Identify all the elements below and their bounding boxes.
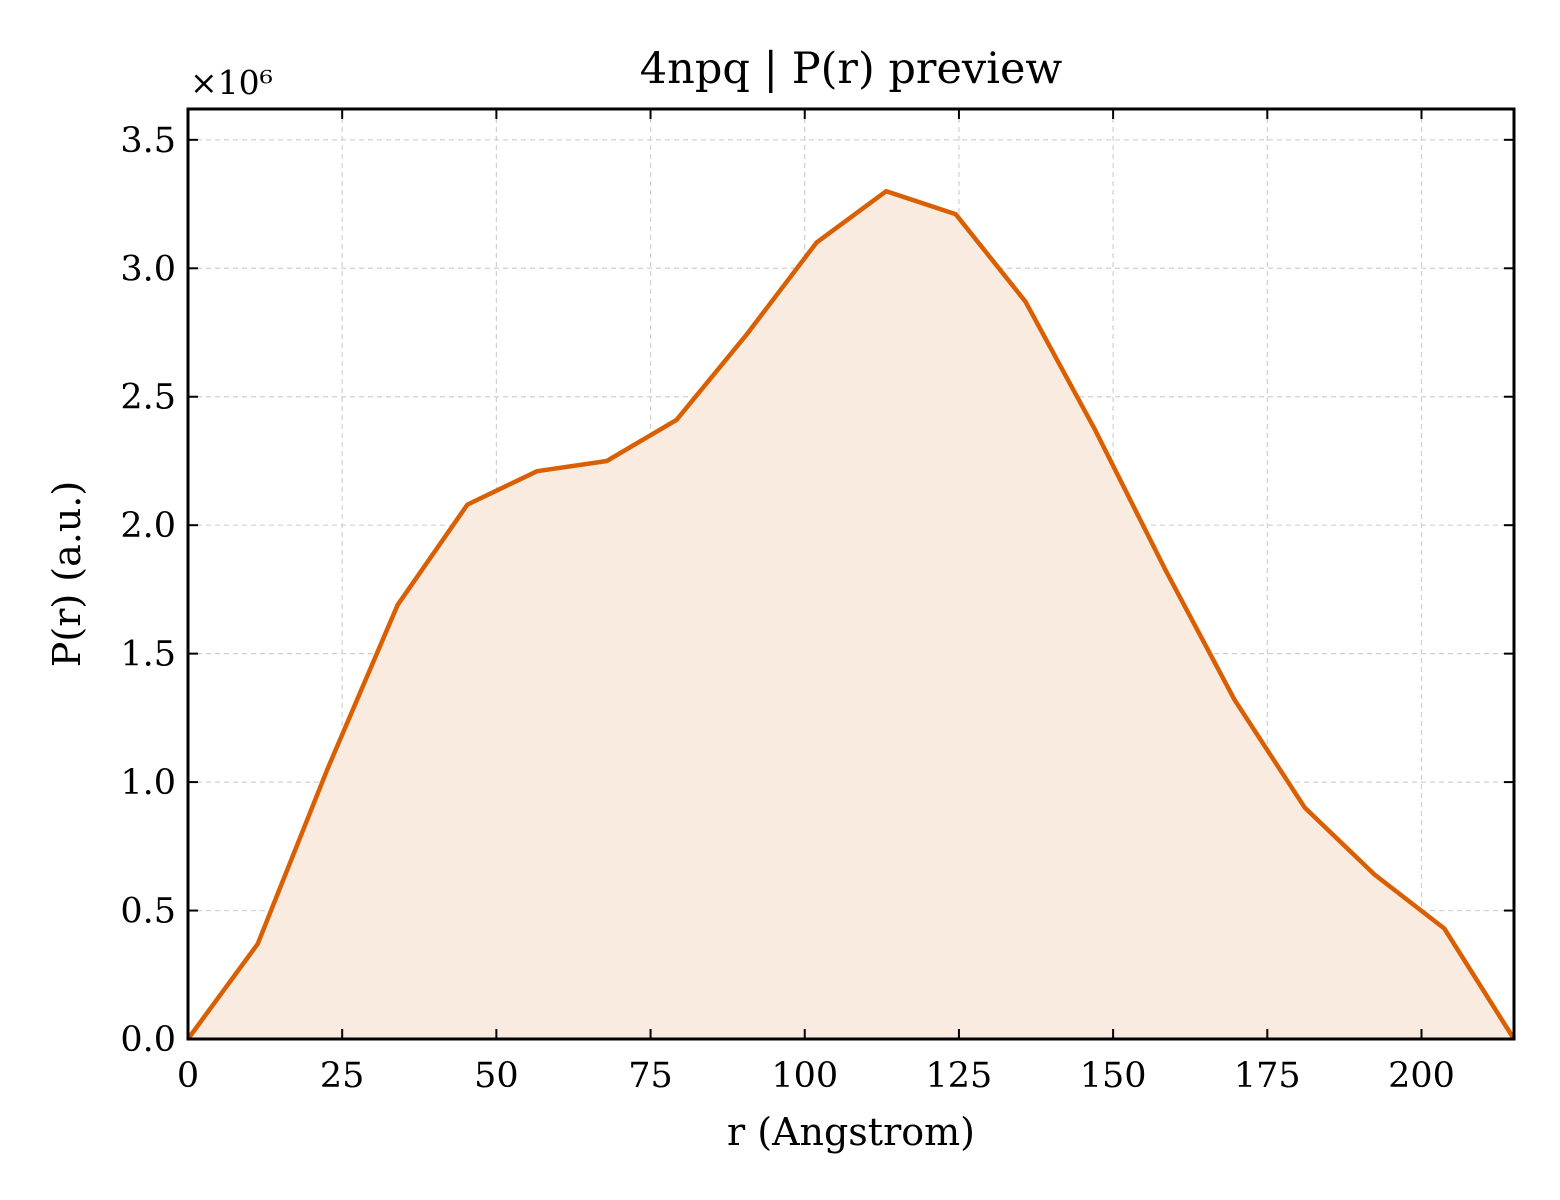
x-tick-label: 0 — [177, 1056, 199, 1096]
y-axis-label: P(r) (a.u.) — [45, 481, 89, 667]
x-tick-label: 100 — [771, 1056, 838, 1096]
pr-series-line — [186, 188, 1516, 1041]
y-tick-label: 2.5 — [120, 378, 176, 418]
y-tick-label: 1.0 — [120, 763, 176, 803]
axes-frame — [186, 107, 1516, 1041]
plot-area — [186, 188, 1516, 1041]
y-tick-label: 0.5 — [120, 892, 176, 932]
x-tick-label: 75 — [628, 1056, 673, 1096]
x-axis-label: r (Angstrom) — [727, 1110, 975, 1154]
y-tick-label: 3.0 — [120, 249, 176, 289]
y-tick-label: 3.5 — [120, 121, 176, 161]
x-tick-label: 175 — [1234, 1056, 1301, 1096]
y-multiplier-label: ×10⁶ — [190, 63, 273, 102]
y-tick-label: 0.0 — [120, 1020, 176, 1060]
pr-area-fill — [188, 191, 1514, 1039]
x-tick-label: 125 — [926, 1056, 993, 1096]
x-tick-label: 25 — [320, 1056, 365, 1096]
y-tick-label: 2.0 — [120, 506, 176, 546]
axis-ticks: 0 25 50 75 100 125 150 175 200 0.0 0.5 1.0 1.5 2.0 2.5… — [120, 109, 1514, 1096]
x-tick-label: 200 — [1388, 1056, 1455, 1096]
x-tick-label: 50 — [474, 1056, 519, 1096]
chart-title: 4npq | P(r) preview — [640, 44, 1063, 94]
x-tick-label: 150 — [1080, 1056, 1147, 1096]
y-tick-label: 1.5 — [120, 635, 176, 675]
